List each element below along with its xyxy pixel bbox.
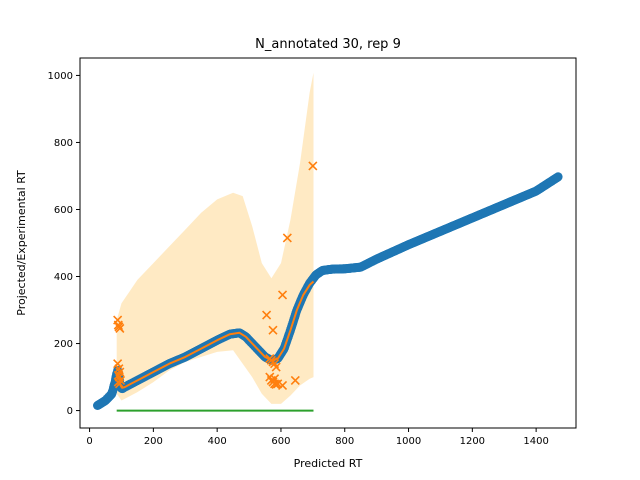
x-tick-label: 400: [208, 436, 227, 447]
experimental-point: [268, 325, 278, 335]
fit-curve: [116, 280, 315, 389]
experimental-point: [270, 374, 280, 384]
x-tick-label: 1000: [396, 436, 421, 447]
experimental-point: [262, 310, 272, 320]
experimental-points-layer: [113, 161, 318, 391]
x-tick-label: 1200: [460, 436, 485, 447]
experimental-point: [277, 290, 288, 300]
y-axis-ticks: 0 200 400 600 800 1000: [48, 71, 80, 417]
chart-title: N_annotated 30, rep 9: [255, 37, 401, 52]
confidence-band: [116, 72, 314, 404]
experimental-point: [282, 233, 292, 243]
x-axis-ticks: 0 200 400 600 800 1000 1200 1400: [86, 428, 549, 447]
x-tick-label: 0: [86, 436, 92, 447]
y-axis-label: Projected/Experimental RT: [15, 170, 28, 316]
x-tick-label: 200: [144, 436, 163, 447]
x-axis-label: Predicted RT: [294, 457, 363, 470]
experimental-point: [277, 380, 288, 391]
experimental-point: [114, 379, 125, 389]
x-tick-label: 1400: [523, 436, 548, 447]
y-tick-label: 1000: [48, 71, 73, 82]
y-tick-label: 200: [54, 339, 73, 350]
x-tick-label: 800: [335, 436, 354, 447]
experimental-point: [115, 323, 125, 334]
experimental-point: [271, 362, 281, 372]
experimental-point: [308, 161, 318, 171]
plot-frame: [79, 57, 577, 429]
confidence-band-layer: [116, 72, 314, 404]
fit-curve-layer: [116, 280, 315, 389]
x-tick-label: 600: [271, 436, 290, 447]
experimental-point: [290, 375, 300, 385]
y-tick-label: 0: [67, 406, 73, 417]
y-tick-label: 600: [54, 205, 73, 216]
projected-point: [553, 172, 563, 182]
y-tick-label: 800: [54, 138, 73, 149]
y-tick-label: 400: [54, 272, 73, 283]
